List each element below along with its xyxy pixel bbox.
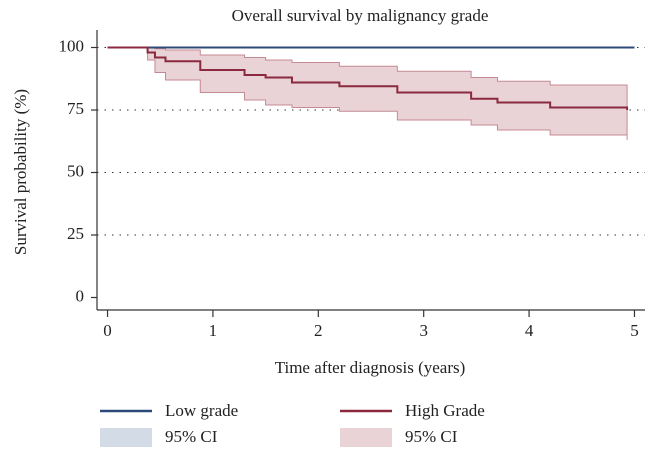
chart-title: Overall survival by malignancy grade <box>232 6 489 25</box>
legend-label: 95% CI <box>405 427 458 446</box>
x-tick-label: 0 <box>103 321 112 340</box>
legend-swatch <box>100 428 152 447</box>
legend-label: 95% CI <box>165 427 218 446</box>
legend-label: Low grade <box>165 401 238 420</box>
y-tick-label: 75 <box>67 99 84 118</box>
y-tick-label: 100 <box>59 36 85 55</box>
legend-swatch <box>340 428 392 447</box>
y-tick-label: 0 <box>76 286 85 305</box>
survival-line <box>107 46 629 110</box>
x-tick-label: 5 <box>630 321 639 340</box>
x-axis-title: Time after diagnosis (years) <box>275 358 466 377</box>
y-tick-label: 50 <box>67 161 84 180</box>
y-axis-title: Survival probability (%) <box>11 89 30 255</box>
legend-label: High Grade <box>405 401 485 420</box>
x-tick-label: 3 <box>419 321 428 340</box>
x-tick-label: 2 <box>314 321 323 340</box>
x-tick-label: 1 <box>209 321 218 340</box>
x-tick-label: 4 <box>525 321 534 340</box>
y-tick-label: 25 <box>67 224 84 243</box>
